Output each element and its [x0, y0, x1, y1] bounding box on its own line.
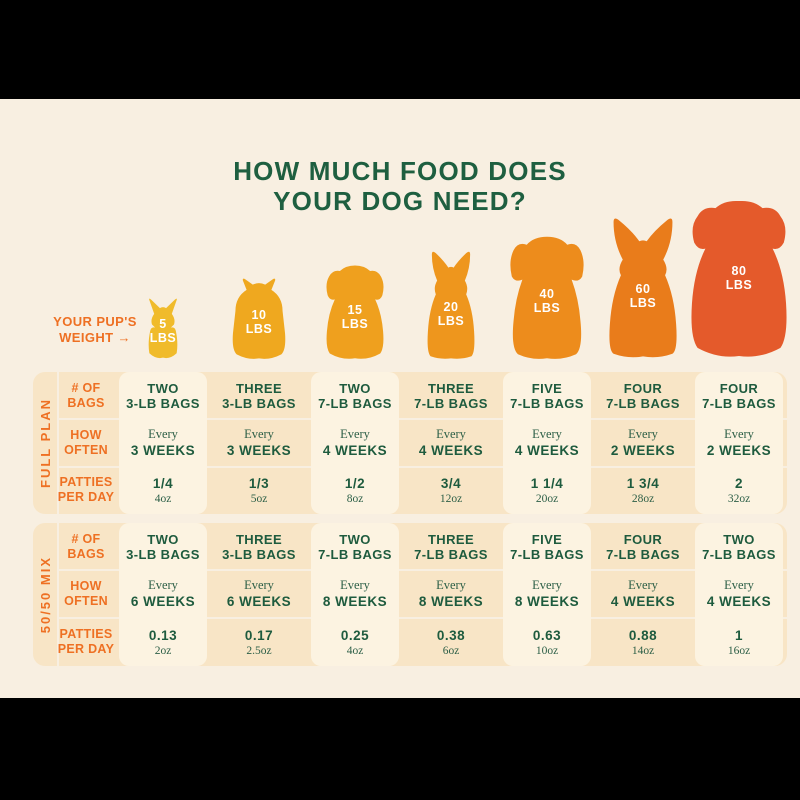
highlight-column: [503, 372, 591, 514]
plan-name-label: 50/50 MIX: [37, 555, 53, 634]
cell-often: Every 6 WEEKS: [130, 578, 196, 610]
cell-patties: 0.38 6oz: [436, 627, 466, 657]
cell-patties: 2 32oz: [727, 475, 751, 505]
cell-patties: 0.25 4oz: [340, 627, 370, 657]
cell-often: Every 2 WEEKS: [706, 426, 772, 458]
dog-weight-badge: 80 LBS: [725, 264, 753, 292]
highlight-column: [311, 372, 399, 514]
dog-figure-20lbs: 20 LBS: [418, 249, 484, 359]
divider: [57, 569, 787, 571]
cell-patties: 1/2 8oz: [344, 475, 366, 505]
cell-patties: 1/4 4oz: [152, 475, 174, 505]
cell-patties: 3/4 12oz: [439, 475, 463, 505]
title-line-1: HOW MUCH FOOD DOES: [233, 156, 567, 187]
dog-silhouette-icon: [326, 265, 384, 359]
cell-bags: TWO 7-LB BAGS: [318, 380, 392, 411]
highlight-column: [695, 372, 783, 514]
cell-patties: 1 3/4 28oz: [626, 475, 660, 505]
cell-bags: FIVE 7-LB BAGS: [510, 380, 584, 411]
cell-patties: 0.88 14oz: [628, 627, 658, 657]
cell-bags: FOUR 7-LB BAGS: [606, 531, 680, 562]
cell-often: Every 8 WEEKS: [514, 578, 580, 610]
highlight-column: [695, 523, 783, 666]
highlight-column: [311, 523, 399, 666]
dog-figure-40lbs: 40 LBS: [503, 232, 591, 359]
dog-weight-badge: 15 LBS: [341, 303, 369, 332]
divider: [57, 523, 59, 666]
divider: [57, 466, 787, 468]
highlight-column: [119, 372, 207, 514]
row-label-bags: # OF BAGS: [67, 531, 105, 561]
cell-often: Every 4 WEEKS: [514, 426, 580, 458]
dog-silhouette-icon: [609, 218, 677, 358]
row-label-often: HOW OFTEN: [64, 427, 108, 457]
letterbox-top: [0, 0, 800, 99]
cell-patties: 1 16oz: [727, 627, 751, 657]
dog-weight-badge: 40 LBS: [533, 286, 561, 315]
dog-silhouette-icon: [427, 251, 475, 359]
row-label-bags: # OF BAGS: [67, 380, 105, 410]
dog-silhouette-icon: [510, 236, 584, 359]
divider: [57, 617, 787, 619]
dog-weight-badge: 20 LBS: [437, 299, 465, 328]
cell-bags: TWO 7-LB BAGS: [702, 531, 776, 562]
cell-patties: 0.63 10oz: [532, 627, 562, 657]
cell-often: Every 3 WEEKS: [130, 426, 196, 458]
plan-name-label: FULL PLAN: [37, 398, 53, 488]
cell-bags: FOUR 7-LB BAGS: [702, 380, 776, 411]
dog-weight-badge: 60 LBS: [629, 282, 657, 311]
dog-figure-10lbs: 10 LBS: [228, 277, 290, 359]
page-title: HOW MUCH FOOD DOES YOUR DOG NEED?: [0, 156, 800, 216]
row-label-patties: PATTIES PER DAY: [57, 475, 115, 505]
pup-weight-label: YOUR PUP'S WEIGHT →: [40, 314, 150, 346]
letterbox-bottom: [0, 698, 800, 800]
cell-patties: 1 1/4 20oz: [530, 475, 564, 505]
cell-bags: THREE 7-LB BAGS: [414, 380, 488, 411]
arrow-right-icon: WEIGHT →: [59, 330, 131, 345]
cell-patties: 0.17 2.5oz: [244, 627, 274, 657]
cell-patties: 1/3 5oz: [248, 475, 270, 505]
row-label-often: HOW OFTEN: [64, 579, 108, 609]
cell-patties: 0.13 2oz: [148, 627, 178, 657]
cell-bags: THREE 7-LB BAGS: [414, 531, 488, 562]
cell-bags: THREE 3-LB BAGS: [222, 531, 296, 562]
cell-often: Every 4 WEEKS: [322, 426, 388, 458]
title-line-2: YOUR DOG NEED?: [273, 186, 527, 217]
cell-often: Every 3 WEEKS: [226, 426, 292, 458]
cell-often: Every 8 WEEKS: [322, 578, 388, 610]
cell-often: Every 2 WEEKS: [610, 426, 676, 458]
cell-bags: TWO 7-LB BAGS: [318, 531, 392, 562]
cell-bags: TWO 3-LB BAGS: [126, 531, 200, 562]
dog-figure-80lbs: 80 LBS: [683, 197, 795, 359]
dog-silhouette-icon: [148, 298, 178, 359]
divider: [57, 372, 59, 514]
dog-weight-badge: 10 LBS: [245, 308, 273, 337]
cell-bags: FIVE 7-LB BAGS: [510, 531, 584, 562]
cell-often: Every 8 WEEKS: [418, 578, 484, 610]
highlight-column: [119, 523, 207, 666]
row-label-patties: PATTIES PER DAY: [57, 627, 115, 657]
divider: [57, 418, 787, 420]
full-plan-table: FULL PLAN # OF BAGS HOW OFTEN PATTIES PER D…: [33, 372, 787, 514]
cell-bags: FOUR 7-LB BAGS: [606, 380, 680, 411]
cell-often: Every 4 WEEKS: [418, 426, 484, 458]
dog-figure-60lbs: 60 LBS: [597, 216, 689, 359]
cell-bags: THREE 3-LB BAGS: [222, 380, 296, 411]
cell-often: Every 4 WEEKS: [610, 578, 676, 610]
dog-weight-badge: 5 LBS: [149, 317, 177, 346]
cell-often: Every 4 WEEKS: [706, 578, 772, 610]
highlight-column: [503, 523, 591, 666]
cell-bags: TWO 3-LB BAGS: [126, 380, 200, 411]
dog-figure-5lbs: 5 LBS: [141, 297, 185, 359]
fifty-fifty-mix-table: 50/50 MIX # OF BAGS HOW OFTEN PATTIES PER D…: [33, 523, 787, 666]
cell-often: Every 6 WEEKS: [226, 578, 292, 610]
dog-silhouette-icon: [691, 200, 787, 357]
dog-silhouette-icon: [232, 278, 286, 359]
dog-figure-15lbs: 15 LBS: [319, 262, 391, 359]
